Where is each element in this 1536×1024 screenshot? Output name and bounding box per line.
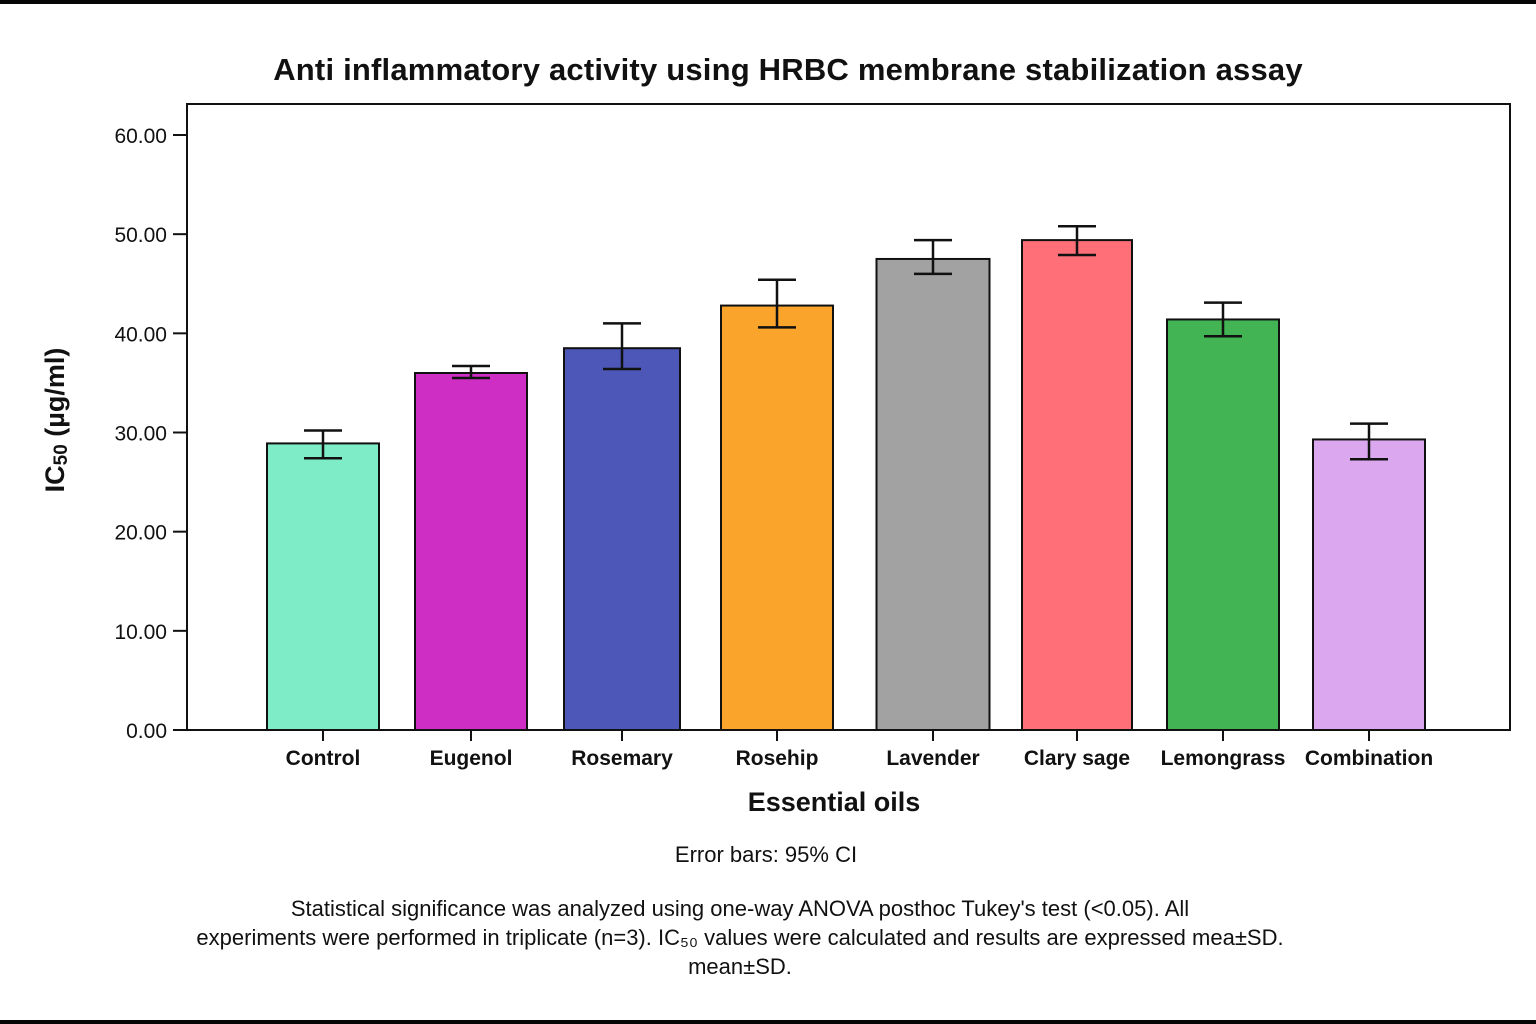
plot-area-frame — [186, 103, 1511, 731]
x-tick-label: Rosehip — [736, 747, 819, 770]
bar-eugenol — [414, 372, 528, 731]
y-tick-label: 60.00 — [114, 125, 167, 148]
footnote-line: mean±SD. — [688, 954, 792, 979]
bottom-border — [0, 1020, 1536, 1024]
bar-rosehip — [720, 304, 834, 731]
y-tick-label: 40.00 — [114, 323, 167, 346]
x-tick-label: Eugenol — [430, 747, 513, 770]
bar-lemongrass — [1166, 318, 1280, 731]
x-tick-label: Lavender — [886, 747, 979, 770]
statistics-footnote: Statistical significance was analyzed us… — [10, 894, 1470, 981]
x-tick-label: Lemongrass — [1161, 747, 1286, 770]
y-tick-label: 20.00 — [114, 522, 167, 545]
x-tick-label: Control — [286, 747, 361, 770]
y-tick-label: 0.00 — [126, 720, 167, 743]
footnote-line: Statistical significance was analyzed us… — [290, 896, 1190, 921]
x-tick-label: Combination — [1305, 747, 1433, 770]
x-axis-label: Essential oils — [748, 787, 921, 817]
bar-combination — [1312, 438, 1426, 731]
y-tick-label: 50.00 — [114, 224, 167, 247]
bar-clary-sage — [1021, 239, 1133, 731]
footnote-line: experiments were performed in triplicate… — [196, 925, 1284, 950]
chart-title: Anti inflammatory activity using HRBC me… — [273, 52, 1303, 87]
bar-lavender — [875, 257, 991, 731]
y-axis-label: IC50 (µg/ml) — [40, 348, 72, 493]
x-tick-label: Clary sage — [1024, 747, 1130, 770]
bar-rosemary — [563, 347, 681, 731]
error-bar-note: Error bars: 95% CI — [674, 842, 858, 867]
y-tick-label: 30.00 — [114, 423, 167, 446]
top-border — [0, 0, 1536, 4]
x-tick-label: Rosemary — [571, 747, 673, 770]
bar-control — [266, 442, 380, 731]
y-tick-label: 10.00 — [114, 621, 167, 644]
